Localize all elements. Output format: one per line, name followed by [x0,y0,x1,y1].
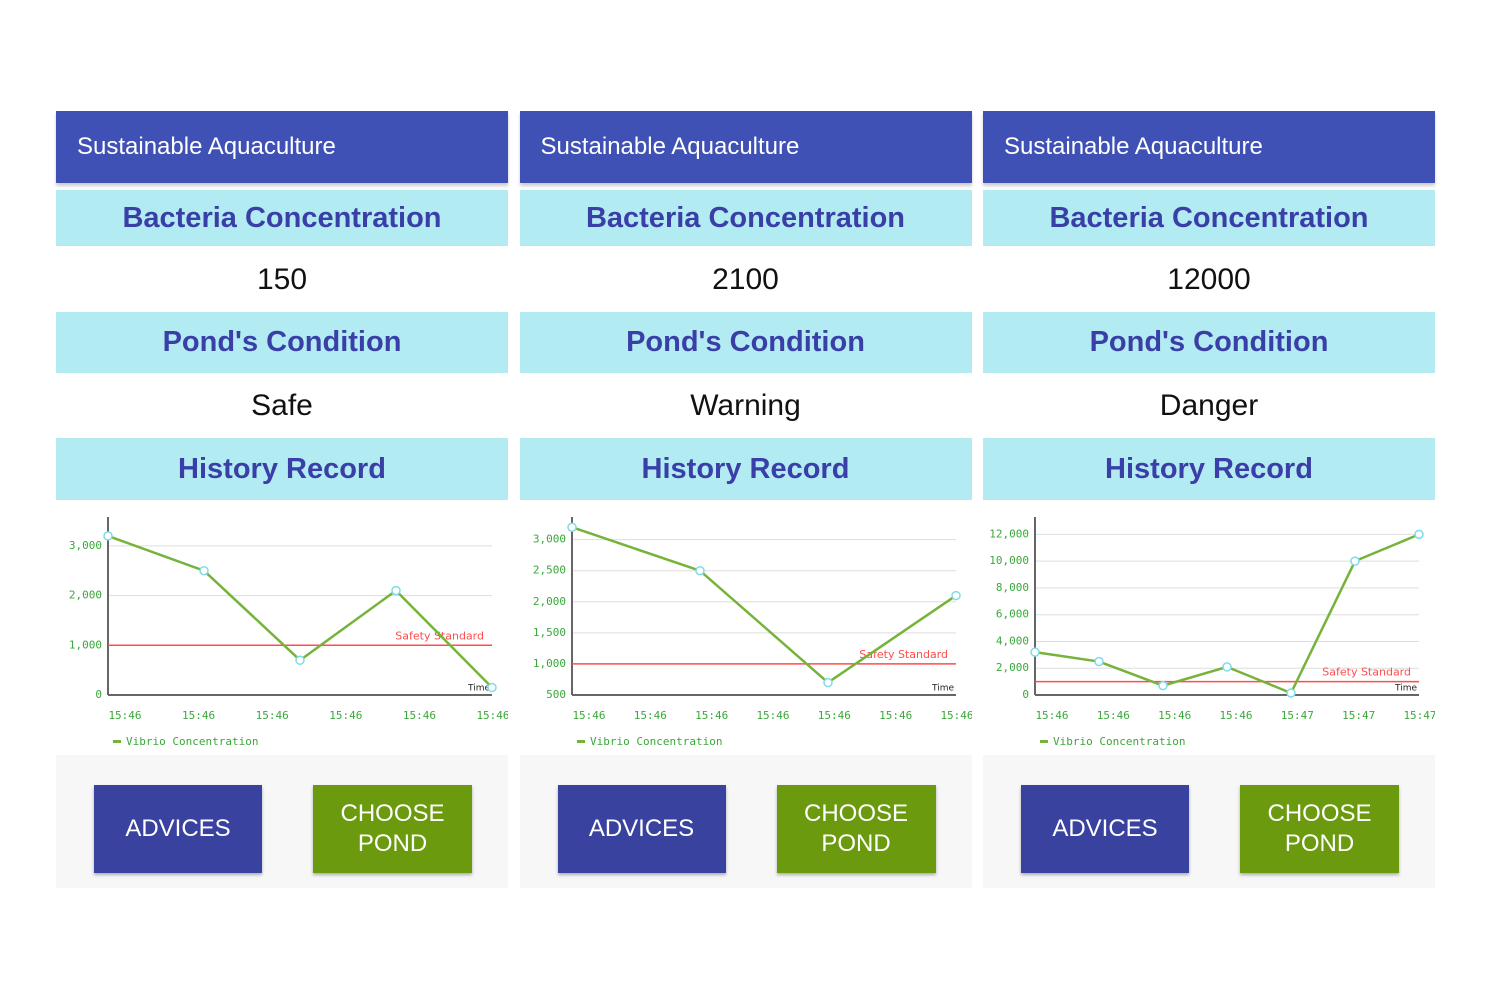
bacteria-value: 2100 [712,263,779,296]
y-tick-label: 0 [95,688,102,701]
x-tick-label: 15:46 [403,709,436,722]
history-chart: 0 2,000 4,000 6,000 8,000 10,000 12,000 Time 15:… [989,517,1435,748]
data-point [391,585,401,596]
safety-label: Safety Standard [859,648,948,661]
bacteria-value: 12000 [1167,263,1251,296]
legend-swatch [576,740,585,743]
button-bar: ADVICES CHOOSE POND [519,755,972,888]
data-point [566,522,577,532]
y-tick-label: 3,000 [69,539,102,552]
button-bar: ADVICES CHOOSE POND [983,755,1435,888]
x-axis-label: Time [1394,684,1417,694]
button[interactable]: CHOOSE POND [313,785,472,873]
data-point [822,677,833,688]
section-heading: Bacteria Concentration [983,190,1435,246]
data-point [103,531,113,541]
legend-swatch [1040,740,1048,743]
button[interactable]: CHOOSE POND [1240,785,1399,873]
condition-value: Safe [251,389,313,422]
data-point [1158,680,1168,691]
x-tick-label: 15:47 [1403,709,1435,722]
y-tick-label: 2,000 [69,589,102,602]
y-tick-label: 2,000 [996,661,1029,674]
y-tick-label: 2,500 [532,564,565,577]
data-point [199,565,209,576]
data-point [950,590,961,601]
section-heading: Bacteria Concentration [56,190,508,246]
x-tick-label: 15:47 [1342,709,1375,722]
y-tick-label: 2,000 [532,595,565,608]
condition-value: Warning [690,389,801,422]
data-point [694,565,705,576]
condition-value: Danger [1159,389,1259,422]
data-point [295,655,305,665]
data-point [487,682,497,693]
y-tick-label: 1,000 [532,657,565,670]
data-point [1350,556,1360,566]
safety-label: Safety Standard [1322,666,1411,679]
y-tick-label: 8,000 [996,581,1029,594]
phone-screen: Sustainable Aquaculture Bacteria Concentr… [983,111,1435,888]
history-chart: 0 1,000 2,000 3,000 Time 15:46 15:46 15:46 15:46… [69,517,508,748]
x-tick-label: 15:46 [1219,709,1252,722]
data-point [1414,529,1424,540]
y-tick-label: 500 [546,688,566,701]
data-point [1030,647,1040,657]
x-tick-label: 15:46 [756,709,789,722]
x-axis-label: Time [930,684,953,694]
legend-label: Vibrio Concentration [1053,735,1185,748]
app-bar: Sustainable Aquaculture [56,111,508,183]
button[interactable]: CHOOSE POND [776,785,936,873]
x-tick-label: 15:46 [329,709,362,722]
x-tick-label: 15:46 [633,709,666,722]
x-tick-label: 15:46 [695,709,728,722]
legend-swatch [113,740,121,743]
x-tick-label: 15:46 [940,709,972,722]
data-point [1094,656,1104,667]
phone-screen: Sustainable Aquaculture Bacteria Concentr… [56,111,508,888]
x-axis-label: Time [467,684,490,694]
x-tick-label: 15:46 [476,709,508,722]
y-tick-label: 0 [1022,688,1029,701]
section-heading: Pond's Condition [519,312,972,373]
section-heading: History Record [56,438,508,500]
y-tick-label: 12,000 [989,527,1029,540]
button[interactable]: ADVICES [94,785,262,873]
section-heading: Pond's Condition [983,312,1435,373]
data-line [571,526,957,685]
bacteria-value: 150 [256,263,308,296]
data-point [1222,662,1232,672]
phone-screen: Sustainable Aquaculture Bacteria Concentr… [519,111,972,888]
x-tick-label: 15:46 [1035,709,1068,722]
button-bar: ADVICES CHOOSE POND [56,755,508,888]
section-heading: History Record [983,438,1435,500]
y-tick-label: 1,000 [69,638,102,651]
history-chart: 500 1,000 1,500 2,000 2,500 3,000 Time 15:46 15:… [532,517,972,748]
x-tick-label: 15:46 [572,709,605,722]
x-tick-label: 15:46 [1097,709,1130,722]
x-tick-label: 15:46 [256,709,289,722]
data-point [1286,688,1296,698]
y-tick-label: 6,000 [996,608,1029,621]
button[interactable]: ADVICES [557,785,726,873]
x-tick-label: 15:46 [108,709,141,722]
button[interactable]: ADVICES [1021,785,1189,873]
y-tick-label: 3,000 [532,533,565,546]
y-tick-label: 10,000 [989,554,1029,567]
x-tick-label: 15:47 [1281,709,1314,722]
x-tick-label: 15:46 [879,709,912,722]
x-tick-label: 15:46 [1158,709,1191,722]
y-tick-label: 4,000 [996,634,1029,647]
x-tick-label: 15:46 [817,709,850,722]
section-heading: History Record [519,438,972,500]
app-bar: Sustainable Aquaculture [519,111,972,183]
legend-label: Vibrio Concentration [590,735,722,748]
legend-label: Vibrio Concentration [126,735,258,748]
y-tick-label: 1,500 [532,626,565,639]
section-heading: Bacteria Concentration [519,190,972,246]
section-heading: Pond's Condition [56,312,508,373]
app-bar: Sustainable Aquaculture [983,111,1435,183]
x-tick-label: 15:46 [182,709,215,722]
